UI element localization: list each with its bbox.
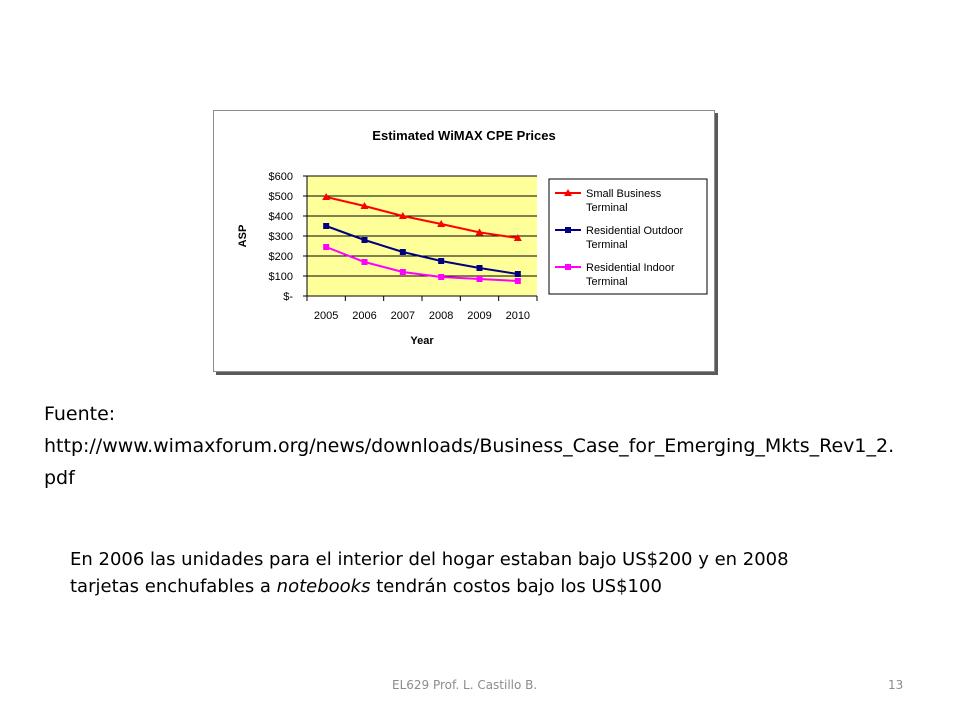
- data-point: [476, 265, 483, 271]
- x-axis-label: Year: [410, 335, 434, 347]
- data-point: [322, 193, 331, 200]
- note-line2-before: tarjetas enchufables a: [70, 576, 277, 597]
- source-label: Fuente:: [44, 403, 116, 425]
- y-tick-label: $-: [283, 291, 293, 303]
- x-tick-label: 2006: [352, 310, 376, 322]
- data-point: [399, 269, 406, 275]
- data-point: [323, 223, 330, 229]
- data-point: [361, 237, 368, 243]
- price-chart: Estimated WiMAX CPE Prices $- $100 $200 $300…: [237, 128, 708, 347]
- legend-label: Residential Outdoor Terminal: [586, 225, 684, 251]
- source-url-part1: http://www.wimaxforum.org/news/downloads…: [44, 435, 895, 457]
- legend-box: [548, 178, 708, 295]
- legend-label: Residential Indoor Terminal: [586, 262, 675, 288]
- y-tick-label: $100: [269, 271, 293, 283]
- legend-swatch-marker: [565, 227, 571, 233]
- y-tick-label: $600: [269, 171, 293, 183]
- data-point: [360, 202, 369, 209]
- legend-label: Small Business Terminal: [586, 188, 662, 214]
- x-tick-label: 2008: [429, 310, 453, 322]
- legend-swatch-marker: [565, 264, 571, 270]
- legend-swatch-marker: [564, 189, 572, 196]
- y-tick-label: $400: [269, 211, 293, 223]
- note-line1: En 2006 las unidades para el interior de…: [70, 549, 789, 570]
- data-point: [514, 278, 521, 284]
- data-point: [438, 258, 445, 264]
- data-point: [513, 234, 522, 241]
- data-point: [514, 271, 521, 277]
- chart-frame: Estimated WiMAX CPE Prices $- $100 $200 $300…: [213, 110, 715, 372]
- y-axis-label: ASP: [237, 225, 249, 248]
- chart-title: Estimated WiMAX CPE Prices: [372, 128, 555, 143]
- y-tick-label: $200: [269, 251, 293, 263]
- source-url[interactable]: http://www.wimaxforum.org/news/downloads…: [44, 430, 954, 494]
- note-line2-after: tendrán costos bajo los US$100: [370, 576, 662, 597]
- footer-course: EL629 Prof. L. Castillo B.: [392, 678, 538, 692]
- source-url-part2: pdf: [44, 467, 75, 489]
- data-point: [475, 228, 484, 236]
- data-point: [398, 212, 407, 219]
- x-tick-label: 2009: [467, 310, 491, 322]
- x-tick-label: 2010: [506, 310, 530, 322]
- data-point: [438, 274, 445, 280]
- series-line: [325, 246, 518, 282]
- note-paragraph: En 2006 las unidades para el interior de…: [70, 546, 890, 600]
- x-tick-label: 2005: [314, 310, 338, 322]
- x-tick-label: 2007: [391, 310, 415, 322]
- y-tick-label: $300: [269, 231, 293, 243]
- data-point: [361, 259, 368, 265]
- data-point: [476, 276, 483, 282]
- data-point: [323, 244, 330, 250]
- note-line2-italic: notebooks: [276, 576, 371, 597]
- series-line: [325, 196, 518, 239]
- data-point: [437, 220, 446, 227]
- note-line2: tarjetas enchufables a notebooks tendrán…: [70, 573, 890, 600]
- y-tick-label: $500: [269, 191, 293, 203]
- series-line: [325, 225, 518, 275]
- footer-page-number: 13: [888, 678, 904, 692]
- source-citation: Fuente: http://www.wimaxforum.org/news/d…: [44, 398, 954, 494]
- data-point: [399, 249, 406, 255]
